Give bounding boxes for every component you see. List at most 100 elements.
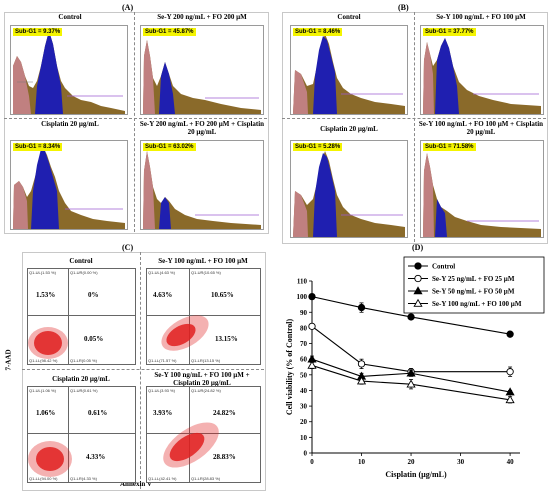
hist-a3-title: Cisplatin 20 µg/mL [41, 120, 99, 128]
legend-marker-2 [414, 274, 422, 283]
panel-b-frame [282, 12, 548, 244]
flow-c3-ur-pct: 0.61% [88, 409, 108, 417]
hist-b2-graphic [423, 38, 541, 114]
x-tick-label: 30 [457, 458, 465, 466]
legend-label-2: Se-Y 25 ng/mL + FO 25 µM [432, 275, 515, 283]
y-tick-label: 10 [300, 434, 308, 442]
hist-b3: Sub-G1 = 5.28% [290, 140, 408, 238]
hist-a1-title: Control [58, 13, 82, 21]
legend-label-3: Se-Y 50 ng/mL + FO 50 µM [432, 288, 515, 296]
flow-c2-ur-label: Q1-UR(10.65 %) [191, 270, 221, 275]
flow-c1-ll-label: Q1-LL(98.42 %) [29, 358, 58, 363]
data-point-series-2 [357, 360, 366, 368]
panel-c-frame [22, 252, 266, 491]
flow-c1-lr-label: Q1-LR(0.05 %) [70, 358, 97, 363]
flow-c3-ur-label: Q1-UR(0.61 %) [70, 388, 98, 393]
y-tick-label: 110 [297, 278, 308, 286]
hist-a4: Sub-G1 = 63.02% [140, 140, 264, 230]
flow-c2-dots [161, 315, 209, 351]
hist-b1-title: Control [337, 13, 361, 21]
flow-c2-title: Se-Y 100 ng/mL + FO 100 µM [158, 257, 248, 265]
flow-c4-title: Se-Y 100 ng/mL + FO 100 µM + Cisplatin 2… [154, 371, 250, 387]
hist-a1-graphic [13, 31, 125, 114]
flow-c4-ul-pct: 3.93% [153, 409, 173, 417]
hist-a2-graphic [143, 40, 261, 114]
x-tick-label: 10 [358, 458, 366, 466]
flow-c3-gate-h [28, 433, 135, 434]
flow-c4-lr-pct: 28.83% [213, 453, 236, 461]
flow-c3-lr-label: Q1-LR(4.33 %) [70, 476, 97, 481]
flow-c4: Q1-UL(3.93 %) Q1-UR(24.82 %) Q1-LL(42.41… [146, 386, 261, 483]
panel-a-divider-v [134, 12, 135, 232]
data-point-series-2 [308, 322, 316, 330]
legend-label-4: Se-Y 100 ng/mL + FO 100 µM [432, 300, 522, 308]
data-point-series-4 [406, 379, 416, 388]
y-tick-label: 80 [300, 324, 308, 332]
hist-a4-title: Se-Y 200 ng/mL + FO 200 µM + Cisplatin 2… [139, 120, 265, 136]
y-tick-label: 100 [297, 293, 308, 301]
flow-c4-ll-label: Q1-LL(42.41 %) [148, 476, 177, 481]
panel-label-a: (A) [122, 3, 134, 12]
hist-b1-subg1: Sub-G1 = 8.46% [293, 28, 343, 36]
y-tick-label: 20 [300, 418, 308, 426]
x-tick-label: 40 [507, 458, 514, 466]
flow-c3-lr-pct: 4.33% [86, 453, 106, 461]
flow-c2-gate-h [147, 315, 260, 316]
series-line-4 [311, 364, 511, 401]
hist-b2: Sub-G1 = 37.77% [420, 25, 544, 115]
y-tick-label: 30 [300, 403, 308, 411]
flow-c1-gate-h [28, 315, 135, 316]
y-tick-label: 70 [300, 340, 308, 348]
hist-b2-subg1: Sub-G1 = 37.77% [423, 28, 476, 36]
legend-marker-3 [413, 286, 423, 295]
flow-c1-gate-v [68, 269, 69, 364]
hist-a1-subg1: Sub-G1 = 9.37% [13, 28, 63, 36]
panel-c-divider-h [22, 369, 264, 370]
flow-c4-dots [163, 422, 219, 468]
flow-c3-ll-label: Q1-LL(94.00 %) [29, 476, 58, 481]
hist-a3: Sub-G1 = 8.34% [10, 140, 128, 230]
hist-a1: Sub-G1 = 9.37% [10, 25, 128, 115]
hist-b4-graphic [423, 153, 541, 237]
hist-b3-title: Cisplatin 20 µg/mL [320, 125, 378, 133]
hist-a2-subg1: Sub-G1 = 45.87% [143, 28, 196, 36]
hist-a3-graphic [13, 147, 125, 229]
flow-c2-lr-label: Q1-LR(13.15 %) [191, 358, 221, 363]
panel-a-frame [4, 12, 269, 234]
flow-c1-ur-pct: 0% [88, 291, 99, 299]
flow-c2: Q1-UL(4.63 %) Q1-UR(10.65 %) Q1-LL(71.57… [146, 268, 261, 365]
flow-c4-lr-label: Q1-LR(28.83 %) [191, 476, 221, 481]
hist-b3-subg1: Sub-G1 = 5.28% [293, 143, 343, 151]
data-point-series-4 [356, 376, 367, 385]
panel-c-x-axis-label: Annexin V [120, 480, 152, 488]
data-point-series-2 [506, 368, 514, 376]
flow-c2-ll-label: Q1-LL(71.57 %) [148, 358, 177, 363]
hist-a3-subg1: Sub-G1 = 8.34% [13, 143, 63, 151]
viability-line-chart: 0 10 20 30 40 50 60 70 80 90 100 110 0 10 20 30 40 Cispla… [286, 256, 545, 479]
hist-b4-title: Se-Y 100 ng/mL + FO 100 µM + Cisplatin 2… [418, 120, 544, 136]
panel-a-divider-h [4, 118, 267, 119]
hist-b4: Sub-G1 = 71.58% [420, 140, 544, 238]
data-point-series-1 [506, 330, 514, 338]
flow-c4-gate-h [147, 433, 260, 434]
hist-a4-graphic [143, 151, 261, 229]
hist-b4-subg1: Sub-G1 = 71.58% [423, 143, 476, 151]
flow-c4-ul-label: Q1-UL(3.93 %) [148, 388, 175, 393]
flow-c3: Q1-UL(1.06 %) Q1-UR(0.61 %) Q1-LL(94.00 … [27, 386, 136, 483]
flow-c1-lr-pct: 0.05% [84, 335, 104, 343]
hist-b1-graphic [293, 34, 405, 114]
y-tick-label: 40 [300, 387, 308, 395]
series-line-2 [311, 325, 511, 373]
hist-a4-subg1: Sub-G1 = 63.02% [143, 143, 196, 151]
flow-c1-ul-pct: 1.53% [36, 291, 56, 299]
hist-a2-title: Se-Y 200 ng/mL + FO 200 µM [157, 13, 247, 21]
x-axis-title: Cisplatin (µg/mL) [385, 470, 447, 479]
flow-c2-ul-pct: 4.63% [153, 291, 173, 299]
panel-label-d: (D) [412, 243, 424, 252]
flow-c1-title: Control [69, 257, 93, 265]
data-point-series-3 [406, 368, 416, 377]
y-tick-label: 0 [304, 450, 308, 458]
data-point-series-1 [308, 292, 316, 301]
flow-c1-dots [28, 327, 68, 359]
panel-label-c: (C) [122, 243, 134, 252]
